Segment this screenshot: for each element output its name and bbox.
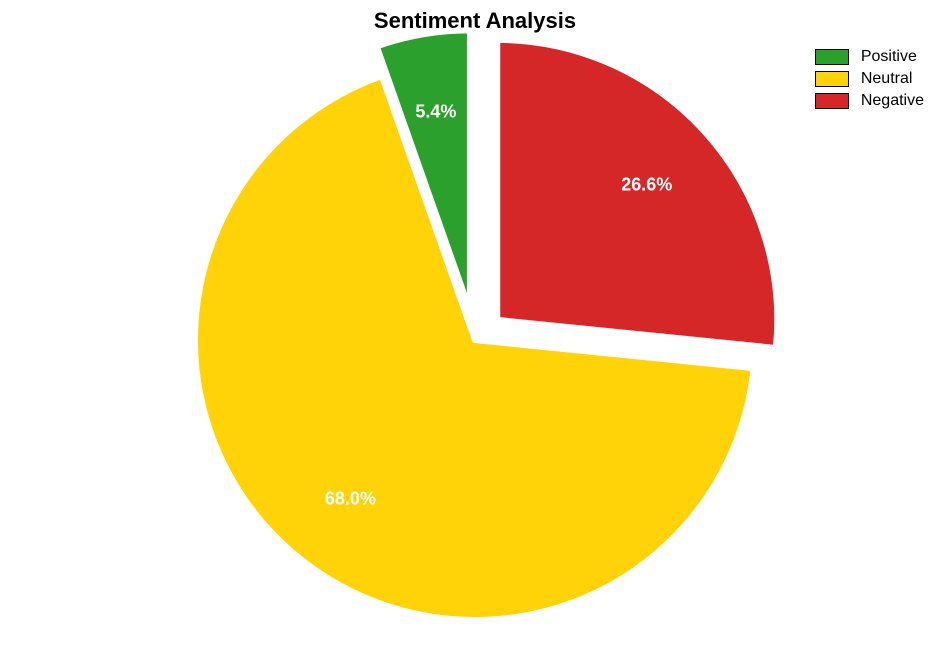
slice-label-neutral: 68.0% xyxy=(325,488,376,509)
legend-item-positive: Positive xyxy=(815,48,924,66)
legend-item-neutral: Neutral xyxy=(815,70,924,88)
legend-label-negative: Negative xyxy=(861,92,924,110)
legend-label-positive: Positive xyxy=(861,48,917,66)
pie-chart xyxy=(0,0,950,662)
chart-stage: Sentiment Analysis Positive Neutral Nega… xyxy=(0,0,950,662)
legend-label-neutral: Neutral xyxy=(861,70,913,88)
slice-label-negative: 26.6% xyxy=(621,174,672,195)
legend-swatch-positive xyxy=(815,49,849,65)
slice-label-positive: 5.4% xyxy=(415,101,456,122)
legend-swatch-negative xyxy=(815,93,849,109)
legend-item-negative: Negative xyxy=(815,92,924,110)
legend: Positive Neutral Negative xyxy=(815,48,924,114)
legend-swatch-neutral xyxy=(815,71,849,87)
